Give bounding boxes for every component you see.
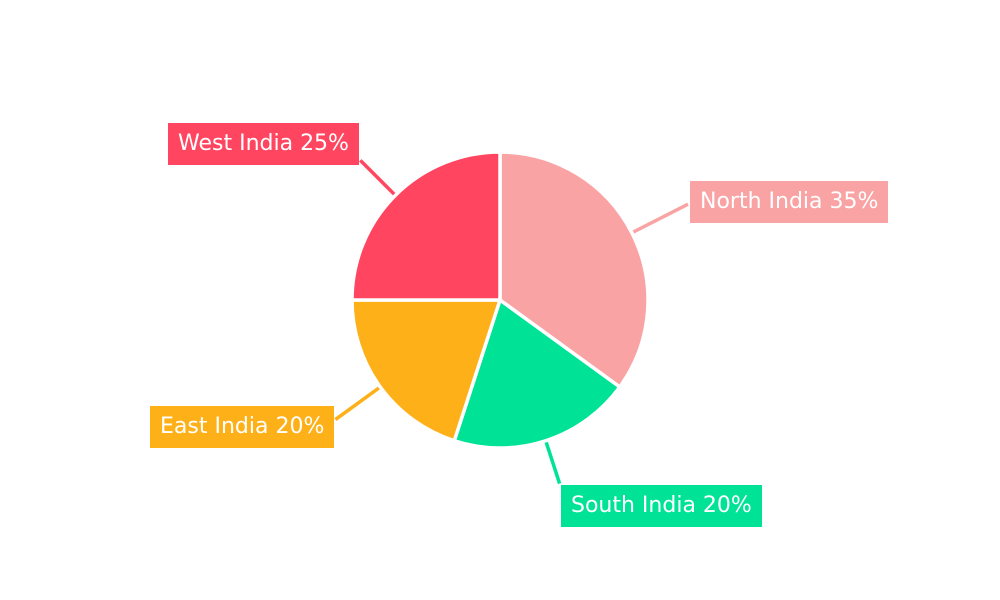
leader-line-north-india	[629, 202, 689, 236]
data-label-north-india: North India 35%	[690, 181, 889, 223]
pie-slice-north-india[interactable]	[498, 150, 650, 389]
data-label-west-india: West India 25%	[168, 123, 359, 165]
data-label-south-india: South India 20%	[561, 485, 762, 527]
leader-line-east-india	[334, 384, 383, 422]
data-label-east-india: East India 20%	[150, 406, 335, 448]
pie-slice-south-india[interactable]	[452, 298, 622, 450]
leader-line-west-india	[359, 159, 399, 199]
leader-line-south-india	[543, 438, 562, 485]
pie-slice-east-india[interactable]	[350, 298, 502, 443]
pie-slice-west-india[interactable]	[350, 150, 502, 302]
